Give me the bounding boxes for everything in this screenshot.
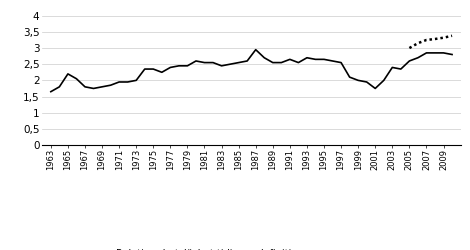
Legend: Relativ arbetslöshet tidigare definitionen, Relativ arbetslöshet nya definitione: Relativ arbetslöshet tidigare definition…	[68, 245, 319, 250]
